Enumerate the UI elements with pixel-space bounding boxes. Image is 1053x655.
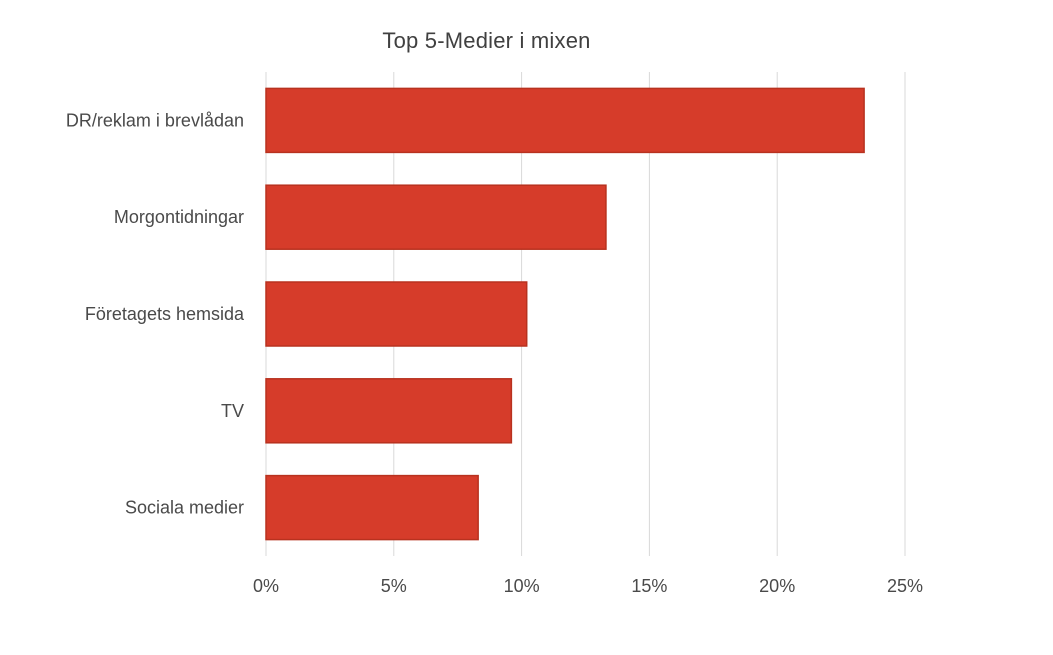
category-label: Morgontidningar bbox=[114, 207, 244, 227]
bar bbox=[265, 87, 865, 154]
x-tick-label: 20% bbox=[759, 576, 795, 596]
x-axis-tick-labels: 0% 5% 10% 15% 20% 25% bbox=[253, 576, 923, 596]
x-tick-label: 10% bbox=[504, 576, 540, 596]
bars bbox=[265, 87, 865, 541]
bar bbox=[265, 378, 513, 444]
chart-title: Top 5-Medier i mixen bbox=[382, 28, 591, 53]
category-labels: DR/reklam i brevlådan Morgontidningar Före… bbox=[66, 110, 245, 517]
category-label: TV bbox=[221, 401, 244, 421]
x-tick-label: 0% bbox=[253, 576, 279, 596]
x-tick-label: 5% bbox=[381, 576, 407, 596]
category-label: DR/reklam i brevlådan bbox=[66, 110, 244, 130]
x-tick-label: 15% bbox=[631, 576, 667, 596]
bar bbox=[265, 474, 479, 541]
category-label: Sociala medier bbox=[125, 498, 244, 518]
bar bbox=[265, 281, 528, 347]
category-label: Företagets hemsida bbox=[85, 304, 245, 324]
bar bbox=[265, 184, 607, 250]
x-tick-label: 25% bbox=[887, 576, 923, 596]
